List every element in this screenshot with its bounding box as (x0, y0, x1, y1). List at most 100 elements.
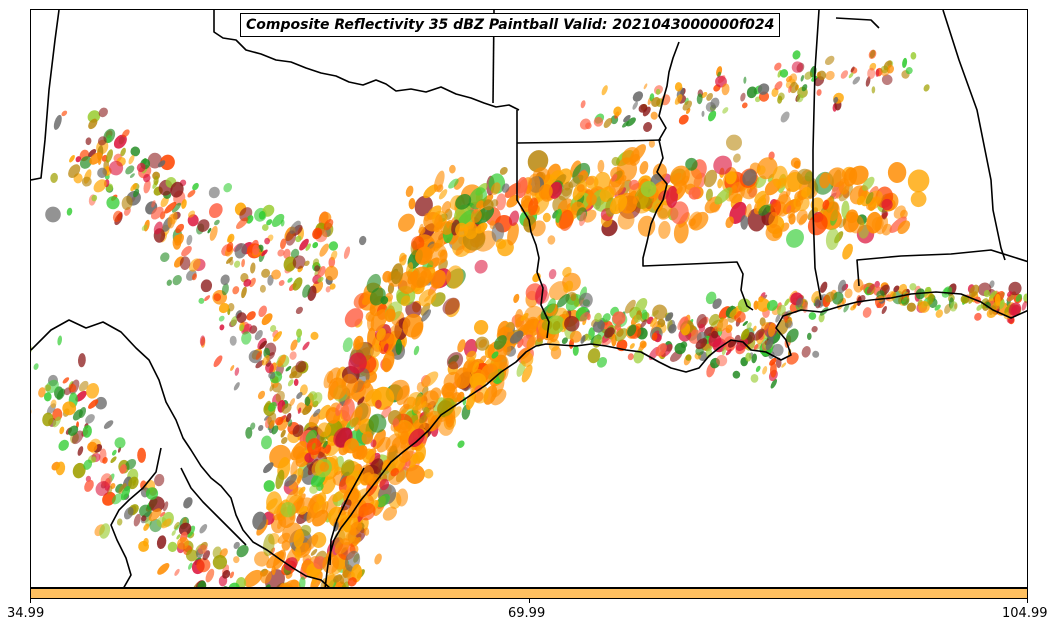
paintball-blob (418, 289, 437, 307)
paintball-blob (456, 391, 465, 402)
paintball-blob (380, 296, 389, 305)
paintball-blob (819, 172, 831, 189)
paintball-blob (234, 243, 247, 259)
paintball-blob (128, 476, 139, 490)
paintball-blob (801, 346, 811, 358)
paintball-blob (50, 172, 58, 183)
paintball-blob (261, 249, 268, 257)
paintball-blob (160, 154, 175, 171)
paintball-blob (297, 407, 302, 414)
paintball-blob (506, 194, 520, 208)
paintball-blob (108, 160, 124, 176)
paintball-blob (130, 146, 141, 157)
paintball-blob (685, 157, 698, 171)
paintball-blob (370, 439, 377, 448)
paintball-blob (728, 181, 746, 204)
paintball-blob (637, 215, 656, 237)
paintball-blob (743, 76, 747, 84)
paintball-blob (379, 478, 390, 491)
paintball-blob (866, 283, 875, 294)
paintball-blob (419, 414, 427, 424)
paintball-blob (670, 201, 689, 225)
paintball-blob (515, 176, 528, 199)
paintball-blob (233, 556, 240, 564)
paintball-blob (614, 324, 622, 331)
paintball-blob (334, 538, 350, 555)
paintball-blob (881, 74, 893, 85)
paintball-blob (252, 244, 260, 256)
paintball-blob (774, 62, 782, 71)
paintball-blob (501, 183, 510, 193)
paintball-blob (613, 106, 622, 117)
paintball-blob (88, 399, 99, 409)
state-boundaries (31, 10, 1027, 587)
paintball-blob (651, 97, 661, 107)
paintball-blob (258, 305, 267, 318)
paintball-blob (85, 137, 92, 146)
paintball-blob (77, 353, 86, 368)
paintball-blob (133, 513, 141, 527)
paintball-blob (734, 311, 746, 323)
paintball-blob (455, 193, 472, 210)
paintball-blob (399, 430, 410, 445)
paintball-blob (160, 196, 169, 208)
paintball-blob (527, 150, 549, 173)
paintball-blob (257, 390, 266, 400)
paintball-blob (153, 176, 159, 186)
paintball-blob (801, 84, 808, 92)
paintball-blob (874, 280, 880, 289)
paintball-blob (632, 91, 644, 102)
paintball-blob (281, 437, 288, 444)
paintball-blob (983, 289, 991, 298)
paintball-blob (475, 222, 488, 234)
paintball-blob (209, 225, 218, 241)
paintball-blob (889, 216, 907, 233)
paintball-blob (232, 286, 240, 295)
paintball-blob (407, 391, 425, 411)
paintball-blob (95, 481, 110, 496)
texas-louisiana-border (516, 110, 550, 339)
paintball-blob (762, 366, 768, 375)
paintball-blob (1006, 291, 1013, 297)
paintball-blob (612, 311, 626, 325)
paintball-blob (677, 316, 689, 331)
paintball-blob (850, 66, 855, 73)
paintball-blob (268, 420, 275, 429)
paintball-blob (395, 338, 403, 355)
paintball-blob (57, 335, 63, 346)
paintball-blob (59, 426, 65, 435)
paintball-blob (781, 362, 787, 368)
paintball-blob (61, 110, 68, 117)
paintball-blob (648, 139, 656, 148)
mexico-state-border-2 (180, 467, 247, 546)
paintball-blob (509, 330, 524, 344)
paintball-blob (102, 457, 108, 464)
paintball-blob (548, 269, 557, 280)
paintball-blob (305, 243, 311, 251)
paintball-blob (842, 243, 853, 260)
paintball-blob (118, 483, 127, 494)
paintball-blob (493, 335, 507, 350)
paintball-blob (382, 506, 398, 521)
mississippi-alabama-border (812, 10, 822, 301)
paintball-blob (249, 277, 256, 288)
paintball-blob (778, 191, 789, 204)
paintball-blob (361, 431, 374, 445)
paintball-blob (366, 273, 382, 293)
paintball-blob (832, 291, 844, 305)
paintball-blob (166, 279, 172, 286)
paintball-blob (292, 446, 305, 460)
paintball-blob (269, 384, 275, 392)
paintball-blob (293, 378, 299, 386)
paintball-blob (187, 189, 196, 198)
paintball-blob (261, 268, 271, 278)
paintball-blob (97, 167, 108, 178)
paintball-blob (310, 549, 318, 556)
colorbar-tick-mid (529, 599, 530, 603)
paintball-blob (768, 211, 779, 229)
paintball-blob (55, 461, 66, 476)
paintball-blob (658, 220, 671, 239)
paintball-blob (906, 302, 916, 312)
barrier-island (329, 467, 365, 566)
paintball-blob (83, 459, 93, 470)
